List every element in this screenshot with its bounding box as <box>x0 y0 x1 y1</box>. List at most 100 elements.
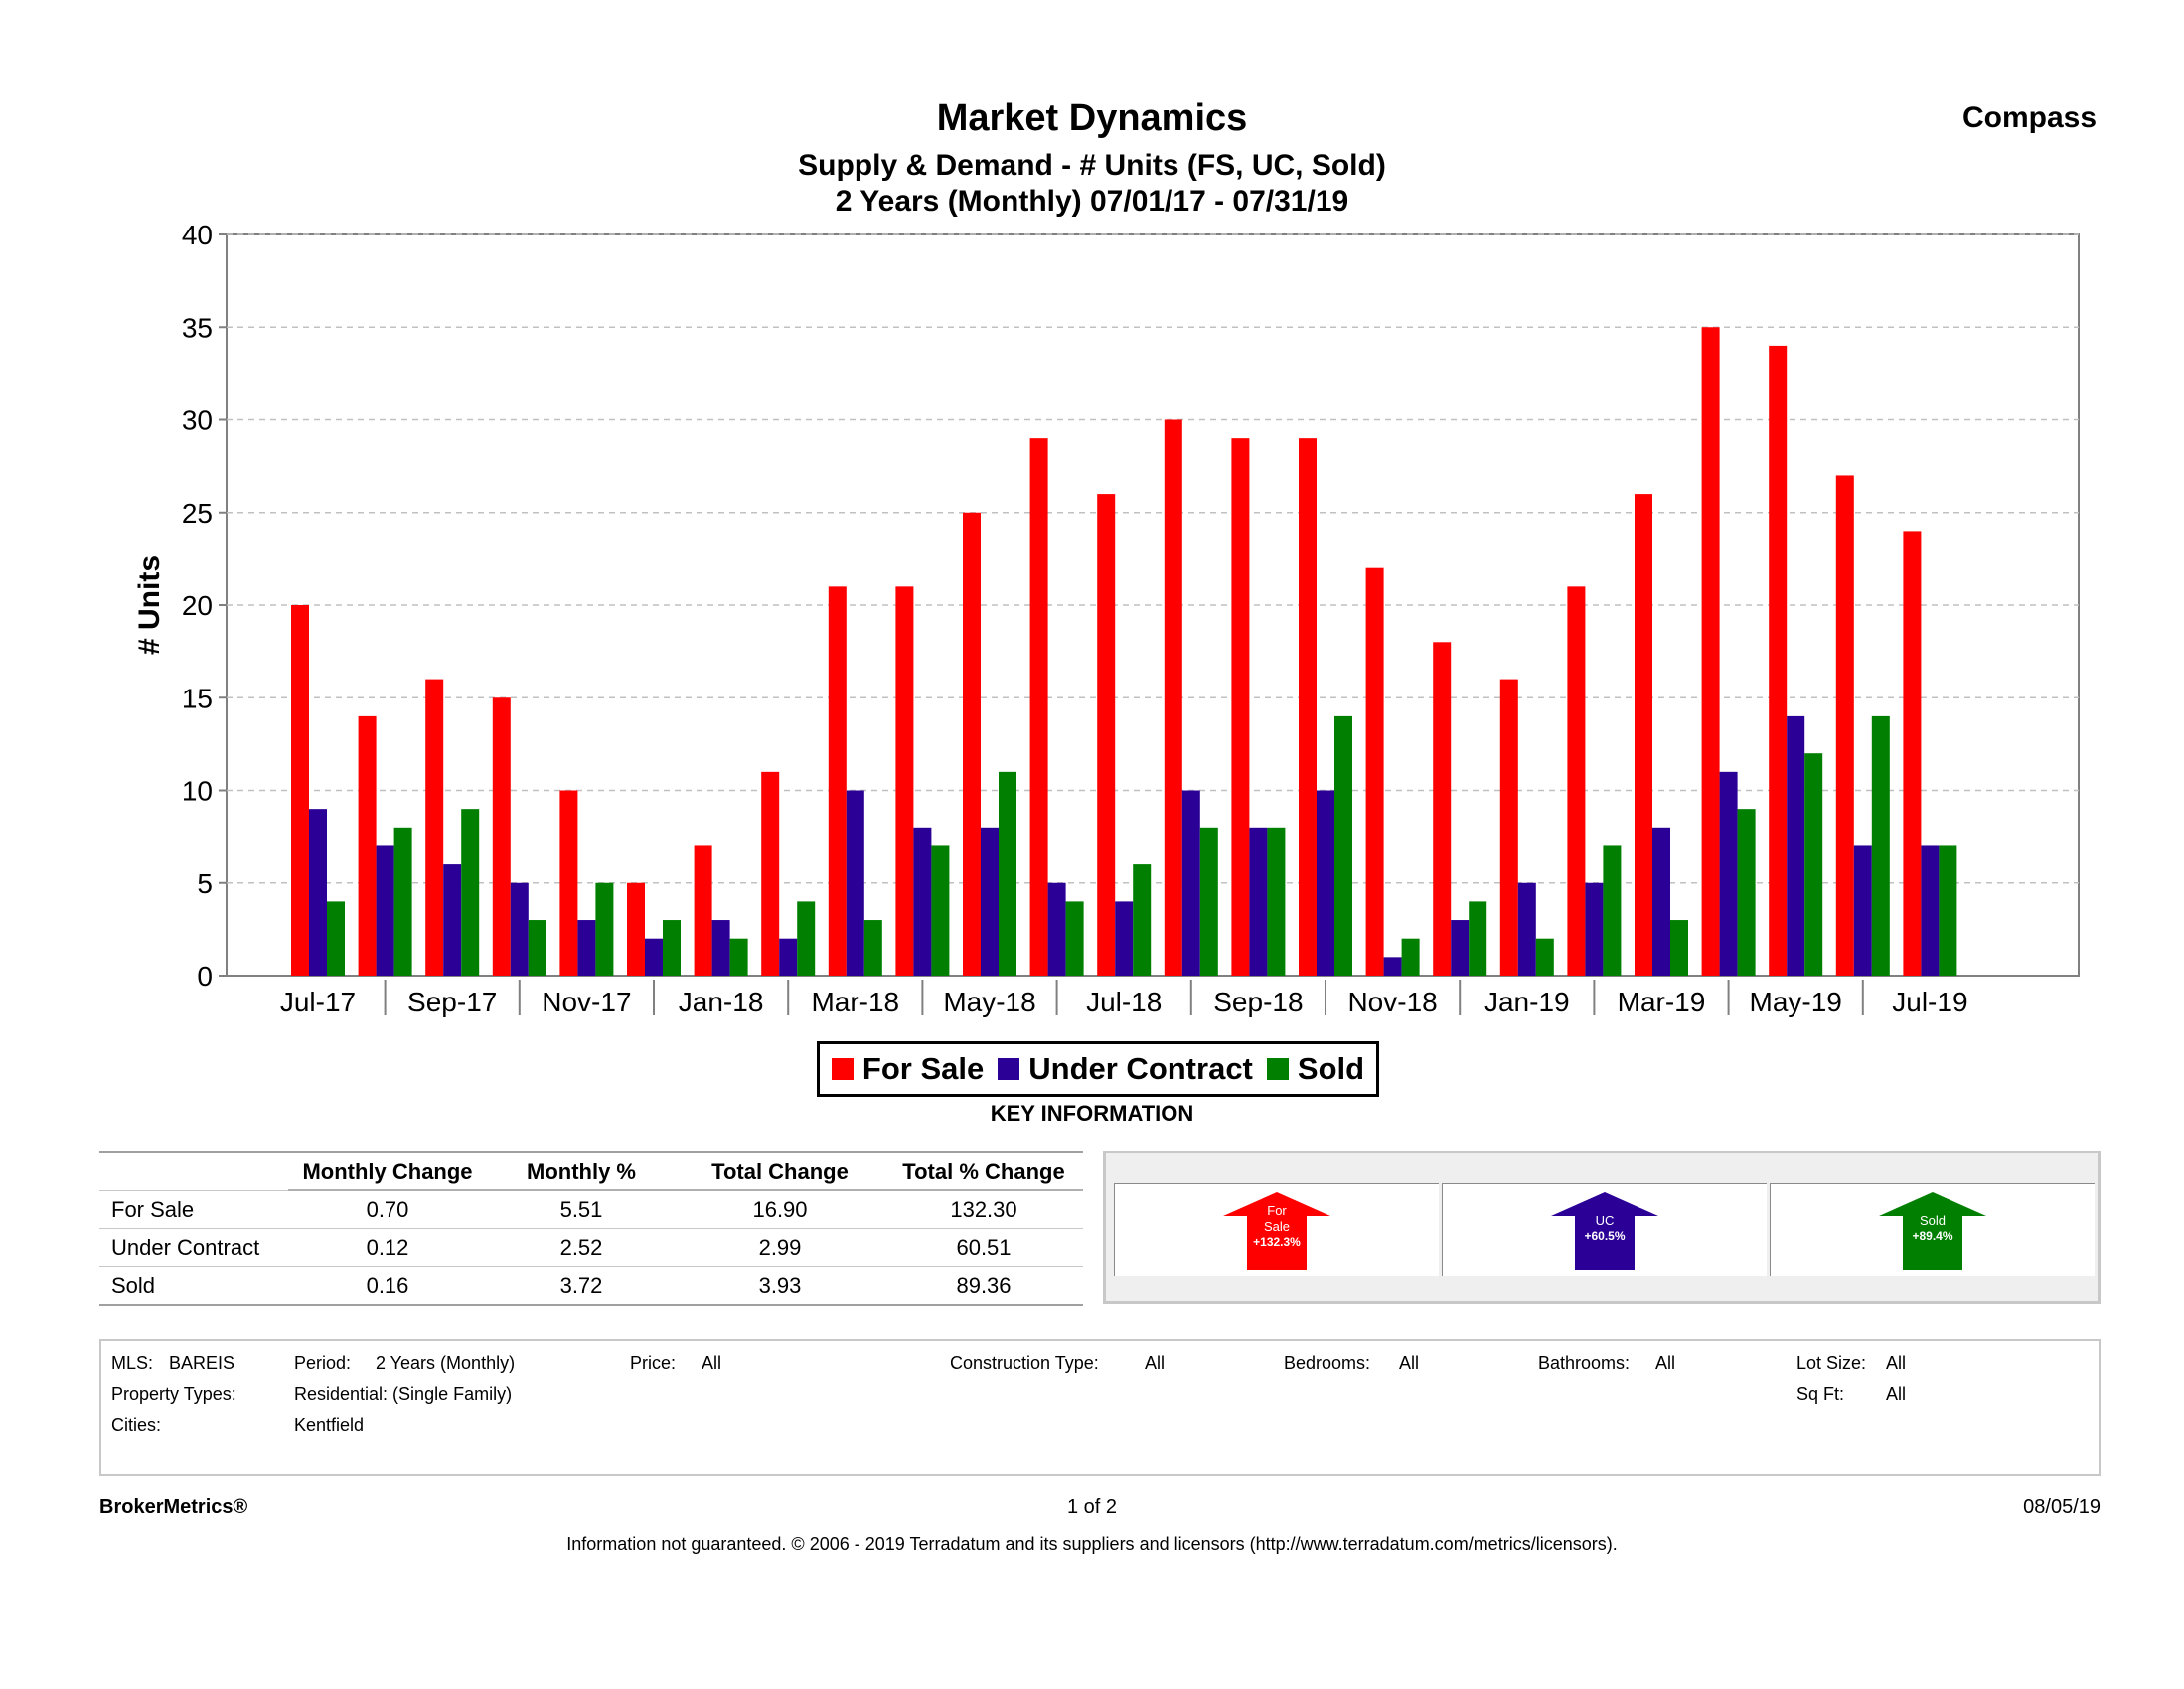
bar-sold <box>1871 715 1890 976</box>
legend-swatch-under-contract <box>998 1058 1020 1080</box>
bar-sold <box>663 920 681 976</box>
bar-for-sale <box>1299 438 1317 976</box>
bar-sold <box>1469 901 1487 976</box>
construction-type-label: Construction Type: <box>950 1353 1099 1373</box>
bar-under-contract <box>645 938 663 976</box>
bar-chart: 0 5 10 15 20 25 30 35 40 # Units Jul-17 Sep-17 Nov-1… <box>133 220 2080 1017</box>
for-sale-up-arrow-icon: For Sale +132.3% <box>1223 1192 1330 1270</box>
row-label: Under Contract <box>99 1228 288 1267</box>
bar-for-sale <box>559 790 578 976</box>
bar-under-contract <box>1047 882 1066 976</box>
y-tick-label: 30 <box>182 405 213 436</box>
bar-sold <box>1670 920 1688 976</box>
bar-sold <box>729 938 748 976</box>
bar-for-sale <box>828 586 847 976</box>
bar-under-contract <box>1853 845 1872 976</box>
sold-up-arrow-icon: Sold +89.4% <box>1879 1192 1986 1270</box>
bar-for-sale <box>291 605 309 976</box>
total-change-cell: 16.90 <box>676 1190 884 1229</box>
uc-arrow-line2: +60.5% <box>1584 1229 1625 1243</box>
bar-under-contract <box>711 920 730 976</box>
bar-sold <box>1603 845 1622 976</box>
bar-for-sale <box>1567 586 1586 976</box>
y-tick-label: 15 <box>182 683 213 713</box>
monthly-change-cell: 0.70 <box>288 1190 487 1229</box>
monthly-pct-cell: 3.72 <box>487 1266 676 1306</box>
bar-for-sale <box>425 679 444 976</box>
y-tick-label: 5 <box>197 868 213 899</box>
chart-subtitle: Supply & Demand - # Units (FS, UC, Sold) <box>798 149 1386 182</box>
chart-title: Market Dynamics <box>936 97 1248 139</box>
bar-for-sale <box>627 882 645 976</box>
x-tick-label: Sep-18 <box>1213 987 1303 1017</box>
mls-label: MLS: <box>111 1353 154 1373</box>
x-tick-label: Nov-18 <box>1347 987 1437 1017</box>
bar-for-sale <box>1769 345 1788 976</box>
bedrooms-label: Bedrooms: <box>1284 1353 1371 1373</box>
bar-for-sale <box>492 697 511 976</box>
bathrooms-label: Bathrooms: <box>1538 1353 1631 1373</box>
y-tick-label: 10 <box>182 776 213 807</box>
lot-size-value: All <box>1886 1353 1907 1373</box>
x-tick-label: Sep-17 <box>407 987 497 1017</box>
bar-for-sale <box>1701 327 1720 976</box>
y-axis-label: # Units <box>133 555 166 655</box>
footer-brand: BrokerMetrics® <box>99 1496 248 1518</box>
uc-arrow-line1: UC <box>1596 1213 1615 1228</box>
bar-under-contract <box>1652 827 1670 976</box>
x-tick-label: Mar-18 <box>811 987 899 1017</box>
legend-label-under-contract: Under Contract <box>1028 1051 1253 1086</box>
bar-under-contract <box>1317 790 1334 976</box>
monthly-change-cell: 0.16 <box>288 1266 487 1306</box>
x-tick-label: Mar-19 <box>1618 987 1706 1017</box>
bar-for-sale <box>1164 419 1182 976</box>
bar-sold <box>393 827 412 976</box>
bar-under-contract <box>981 827 999 976</box>
stats-header-monthly-pct: Monthly % <box>487 1152 676 1191</box>
cities-value: Kentfield <box>294 1415 365 1435</box>
bar-for-sale <box>1365 567 1384 976</box>
bar-under-contract <box>1517 882 1536 976</box>
bar-sold <box>1065 901 1084 976</box>
key-information-heading: KEY INFORMATION <box>990 1101 1194 1126</box>
legend-swatch-sold <box>1266 1058 1289 1080</box>
bathrooms-value: All <box>1655 1353 1676 1373</box>
bar-under-contract <box>1115 901 1134 976</box>
bar-under-contract <box>913 827 932 976</box>
x-tick-label: Jan-19 <box>1484 987 1570 1017</box>
bar-for-sale <box>1231 438 1250 976</box>
bar-under-contract <box>1585 882 1604 976</box>
bar-under-contract <box>309 809 327 976</box>
y-tick-label: 35 <box>182 312 213 343</box>
total-pct-cell: 60.51 <box>884 1228 1083 1267</box>
bar-sold <box>327 901 345 976</box>
bar-for-sale <box>1097 494 1116 976</box>
x-tick-label: Jul-19 <box>1892 987 1967 1017</box>
x-tick-label: May-19 <box>1750 987 1842 1017</box>
bar-for-sale <box>1029 438 1048 976</box>
bar-under-contract <box>376 845 394 976</box>
bar-for-sale <box>963 512 981 976</box>
legend-item-under-contract: Under Contract <box>998 1051 1253 1087</box>
chart-period: 2 Years (Monthly) 07/01/17 - 07/31/19 <box>835 185 1349 218</box>
bar-sold <box>1334 715 1352 976</box>
y-tick-label: 20 <box>182 590 213 621</box>
sq-ft-value: All <box>1886 1384 1907 1404</box>
bar-for-sale <box>761 771 780 976</box>
bar-under-contract <box>577 920 596 976</box>
uc-up-arrow-icon: UC +60.5% <box>1551 1192 1658 1270</box>
stats-header-blank <box>99 1152 288 1191</box>
table-row: For Sale 0.70 5.51 16.90 132.30 <box>99 1190 1083 1229</box>
bar-under-contract <box>443 864 462 976</box>
table-row: Sold 0.16 3.72 3.93 89.36 <box>99 1266 1083 1306</box>
mls-value: BAREIS <box>169 1353 235 1373</box>
legend-item-for-sale: For Sale <box>831 1051 985 1087</box>
legend-label-for-sale: For Sale <box>861 1051 985 1086</box>
legend-item-sold: Sold <box>1266 1051 1364 1087</box>
legend-swatch-for-sale <box>831 1058 854 1080</box>
bar-for-sale <box>1635 494 1652 976</box>
bar-under-contract <box>1921 845 1940 976</box>
bar-sold <box>797 901 816 976</box>
bedrooms-value: All <box>1399 1353 1420 1373</box>
bar-for-sale <box>1499 679 1518 976</box>
